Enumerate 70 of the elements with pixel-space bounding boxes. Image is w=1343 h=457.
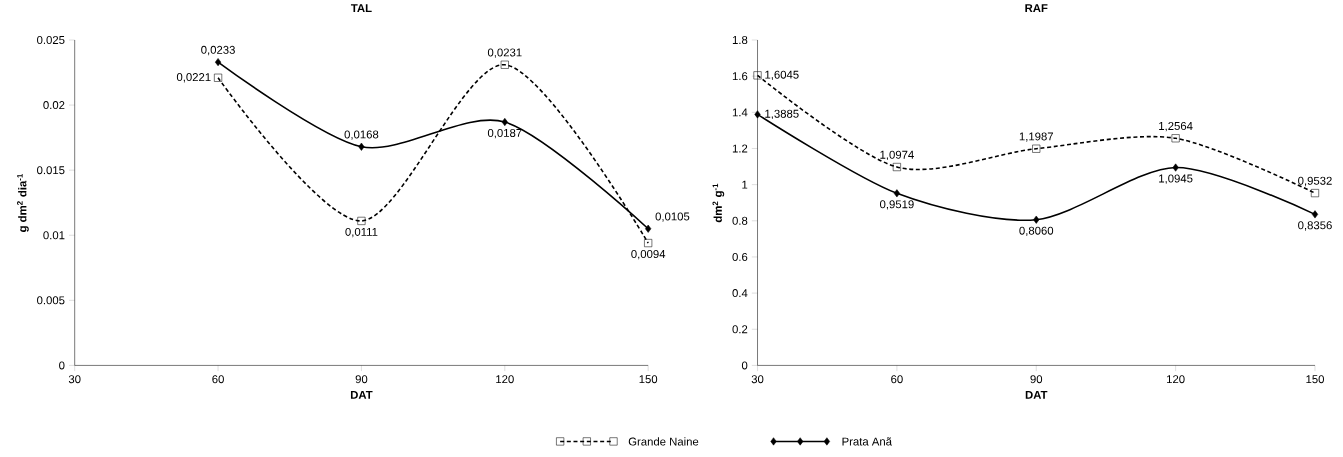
y-axis-title: dm$^{2}$ g$^{-1}$	[712, 183, 725, 222]
y-tick-label: 0	[59, 361, 65, 370]
y-tick-label: 0.025	[37, 35, 65, 44]
data-label: 1,3885	[765, 109, 799, 119]
y-tick-label: 0.6	[732, 252, 748, 261]
data-label: 0,0105	[655, 212, 690, 222]
point	[644, 238, 653, 247]
data-label: 1,6045	[765, 70, 799, 80]
y-tick-label: 0.8	[732, 216, 748, 225]
x-tick-label: 90	[355, 374, 368, 383]
data-label: 0,0231	[487, 48, 522, 58]
y-tick-label: 0.02	[43, 100, 65, 109]
y-tick-label: 0.4	[732, 288, 748, 297]
data-label: 0,0094	[631, 249, 666, 260]
y-tick-label: 1.8	[732, 35, 748, 44]
y-tick-label: 0	[741, 361, 748, 370]
point	[1171, 134, 1180, 143]
data-label: 0,0168	[344, 130, 379, 140]
point	[357, 216, 366, 225]
x-tick-label: 150	[1306, 374, 1324, 383]
point	[753, 71, 762, 80]
data-label: 0,8060	[1019, 226, 1054, 236]
y-tick-label: 0.005	[37, 296, 65, 305]
x-tick-label: 120	[496, 374, 514, 383]
data-label: 0,0221	[176, 72, 211, 83]
point	[1172, 163, 1179, 172]
chart-title: TAL	[350, 3, 372, 12]
data-label: 0,0187	[487, 128, 522, 139]
point	[893, 189, 900, 198]
y-tick-label: 0.2	[732, 325, 748, 334]
x-tick-label: 30	[68, 374, 81, 383]
point	[754, 110, 761, 119]
x-tick-label: 60	[212, 374, 224, 383]
legend-label: Prata Anã	[842, 437, 892, 446]
x-tick-label: 90	[1030, 374, 1043, 383]
y-tick-label: 1.4	[732, 108, 748, 116]
point	[1033, 215, 1040, 224]
data-label: 0,8356	[1298, 221, 1332, 231]
point	[214, 57, 222, 66]
x-axis-title: DAT	[350, 390, 373, 399]
data-label: 1,0945	[1159, 174, 1193, 184]
y-tick-label: 0.01	[43, 231, 65, 240]
data-label: 0,0233	[201, 45, 235, 55]
data-label: 1,1987	[1019, 132, 1054, 142]
x-tick-label: 60	[891, 374, 903, 383]
point	[892, 162, 901, 171]
point	[214, 73, 223, 82]
data-label: 0,9519	[879, 200, 914, 210]
point	[501, 117, 508, 126]
x-tick-label: 150	[639, 374, 658, 383]
data-label: 0,9532	[1298, 176, 1332, 186]
data-label: 0,0111	[345, 227, 378, 238]
y-tick-label: 0.015	[37, 165, 65, 174]
chart-title: RAF	[1025, 3, 1048, 12]
x-tick-label: 30	[751, 374, 764, 383]
data-label: 1,0974	[880, 150, 914, 160]
y-tick-label: 1.2	[732, 144, 748, 153]
point	[1311, 210, 1319, 219]
point	[1310, 188, 1319, 197]
x-tick-label: 120	[1167, 374, 1185, 383]
y-tick-label: 1.6	[732, 71, 748, 80]
point	[645, 224, 652, 233]
legend-label: Grande Naine	[628, 437, 699, 446]
point	[500, 60, 509, 69]
y-axis-title: g dm$^{2}$ dia$^{-1}$	[17, 173, 29, 232]
point	[358, 142, 365, 151]
data-label: 1,2564	[1159, 121, 1193, 132]
y-tick-label: 1	[742, 180, 748, 189]
x-axis-title: DAT	[1025, 390, 1048, 399]
point	[1032, 144, 1041, 153]
